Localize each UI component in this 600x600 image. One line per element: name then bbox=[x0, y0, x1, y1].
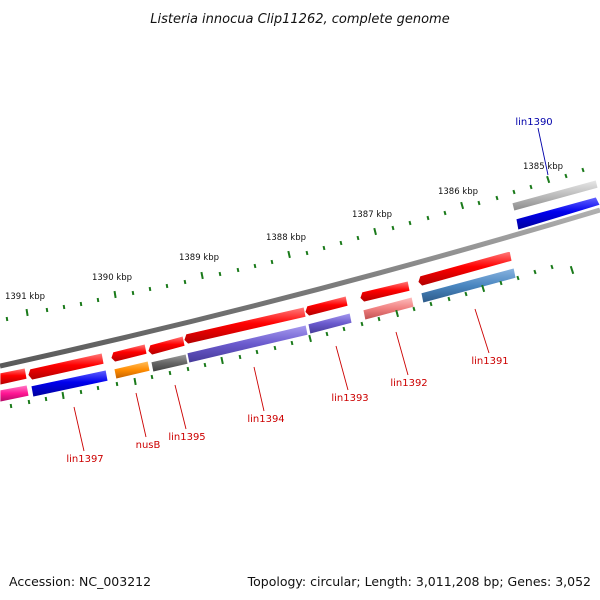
feature-blue-lin1397 bbox=[30, 369, 109, 398]
kbp-label-1391: 1391 kbp bbox=[5, 292, 45, 302]
gene-label-nusb: nusB bbox=[136, 440, 161, 451]
feature-red-lin1395 bbox=[147, 335, 186, 356]
gene-label-lin1395: lin1395 bbox=[168, 432, 205, 443]
kbp-label-1388: 1388 kbp bbox=[266, 233, 306, 243]
footer-summary: Topology: circular; Length: 3,011,208 bp… bbox=[247, 574, 591, 589]
gene-label-lin1392: lin1392 bbox=[390, 378, 427, 389]
label-leader-lines bbox=[73, 127, 549, 452]
gene-label-lin1391: lin1391 bbox=[471, 356, 508, 367]
feature-blue-top bbox=[515, 196, 600, 231]
leader-lin1393 bbox=[335, 345, 349, 391]
feature-red-nusb bbox=[110, 343, 148, 363]
feature-grey-top bbox=[511, 179, 599, 212]
feature-red-lin1391 bbox=[417, 250, 513, 287]
feature-steel-lin1391 bbox=[420, 267, 517, 304]
feature-red-lin1394 bbox=[183, 306, 307, 345]
feature-purple-lin1393 bbox=[307, 312, 353, 335]
feature-red-lin1393 bbox=[304, 295, 349, 317]
inner-tick-ring bbox=[9, 264, 575, 409]
leader-lin1390 bbox=[537, 127, 549, 176]
outer-tick-ring bbox=[5, 167, 585, 322]
feature-red-left-edge bbox=[0, 367, 28, 386]
leader-lin1397 bbox=[73, 406, 85, 452]
feature-orange-nusb bbox=[113, 360, 151, 380]
feature-purple-lin1394 bbox=[186, 324, 309, 364]
kbp-label-1390: 1390 kbp bbox=[92, 273, 132, 283]
leader-nusb bbox=[135, 392, 147, 438]
kbp-label-1386: 1386 kbp bbox=[438, 187, 478, 197]
cds-strand bbox=[0, 196, 600, 403]
map-title: Listeria innocua Clip11262, complete gen… bbox=[150, 12, 449, 27]
footer-accession: Accession: NC_003212 bbox=[9, 574, 151, 589]
kbp-label-1387: 1387 kbp bbox=[352, 210, 392, 220]
feature-darkgrey-lin1395 bbox=[150, 353, 189, 373]
forward-strand bbox=[0, 179, 599, 386]
gene-label-lin1397: lin1397 bbox=[66, 454, 103, 465]
kbp-label-1389: 1389 kbp bbox=[179, 253, 219, 263]
gene-label-lin1394: lin1394 bbox=[247, 414, 284, 425]
feature-red-lin1397 bbox=[27, 352, 105, 381]
gene-label-lin1393: lin1393 bbox=[331, 393, 368, 404]
genome-backbone bbox=[0, 207, 600, 369]
leader-lin1395 bbox=[174, 384, 187, 430]
leader-lin1394 bbox=[253, 366, 265, 412]
kbp-label-1385: 1385 kbp bbox=[523, 162, 563, 172]
feature-red-lin1392 bbox=[359, 280, 411, 303]
leader-lin1392 bbox=[395, 331, 409, 376]
feature-magenta-left-edge bbox=[0, 384, 30, 403]
leader-lin1391 bbox=[474, 308, 490, 354]
gene-label-lin1390: lin1390 bbox=[515, 117, 552, 128]
